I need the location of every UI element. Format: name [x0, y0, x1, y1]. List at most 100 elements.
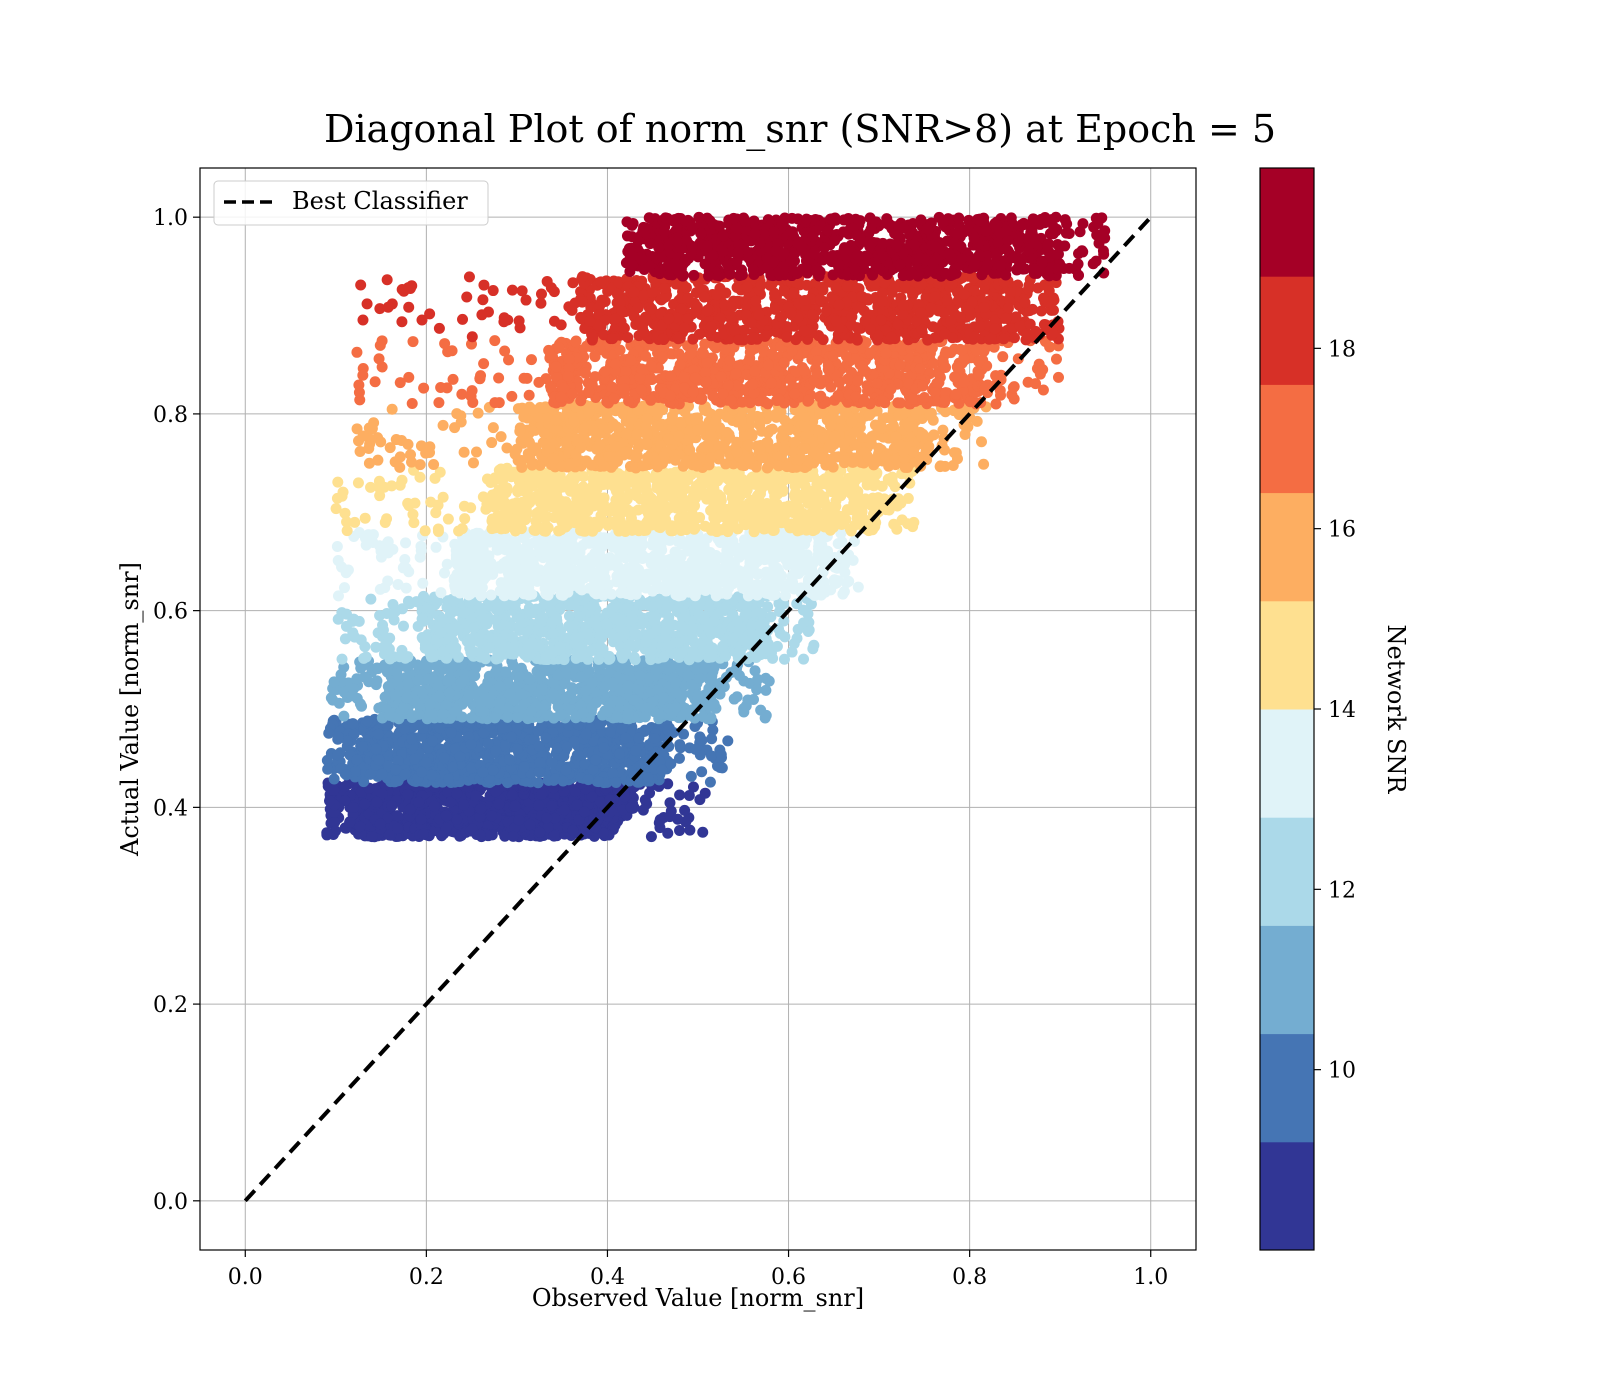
scatter-point [374, 609, 386, 621]
scatter-point [726, 578, 738, 590]
scatter-point [699, 662, 711, 674]
scatter-point [591, 585, 603, 597]
scatter-point [719, 602, 731, 614]
scatter-point [563, 620, 575, 632]
scatter-point [445, 796, 457, 808]
scatter-point [717, 640, 729, 652]
scatter-point [633, 732, 645, 744]
scatter-point [376, 768, 388, 780]
scatter-point [578, 806, 590, 818]
scatter-point [715, 749, 727, 761]
scatter-point [379, 582, 391, 594]
scatter-point [595, 538, 607, 550]
scatter-point [577, 557, 589, 569]
scatter-point [547, 687, 559, 699]
scatter-point [549, 812, 561, 824]
scatter-point [351, 754, 363, 766]
scatter-point [333, 697, 345, 709]
scatter-point [740, 700, 752, 712]
scatter-point [662, 827, 674, 839]
scatter-point [348, 683, 360, 695]
scatter-point [424, 698, 436, 710]
scatter-point [347, 718, 359, 730]
scatter-point [542, 821, 554, 833]
scatter-point [406, 733, 418, 745]
scatter-point [633, 683, 645, 695]
scatter-point [642, 772, 654, 784]
scatter-point [358, 652, 370, 664]
scatter-point [533, 766, 545, 778]
scatter-point [604, 653, 616, 665]
scatter-point [586, 791, 598, 803]
scatter-point [690, 743, 702, 755]
scatter-point [706, 642, 718, 654]
scatter-point [437, 708, 449, 720]
scatter-point [533, 800, 545, 812]
scatter-point [791, 632, 803, 644]
scatter-point [702, 623, 714, 635]
scatter-point [647, 585, 659, 597]
scatter-point [560, 764, 572, 776]
scatter-point [409, 753, 421, 765]
scatter-point [344, 817, 356, 829]
scatter-point [422, 673, 434, 685]
scatter-point [437, 645, 449, 657]
scatter-point [373, 754, 385, 766]
scatter-point [386, 800, 398, 812]
scatter-point [685, 770, 697, 782]
scatter-point [788, 583, 800, 595]
scatter-point [513, 814, 525, 826]
scatter-point [670, 702, 682, 714]
scatter-point [470, 790, 482, 802]
scatter-point [649, 732, 661, 744]
scatter-point [415, 813, 427, 825]
scatter-point [392, 822, 404, 834]
scatter-point [634, 670, 646, 682]
scatter-point [477, 766, 489, 778]
scatter-point [374, 818, 386, 830]
scatter-point [594, 640, 606, 652]
scatter-point [486, 810, 498, 822]
scatter-point [329, 816, 341, 828]
scatter-point [428, 800, 440, 812]
scatter-point [349, 631, 361, 643]
scatter-point [509, 800, 521, 812]
scatter-point [637, 804, 649, 816]
scatter-point [336, 561, 348, 573]
scatter-point [755, 619, 767, 631]
scatter-point [802, 625, 814, 637]
scatter-point [414, 551, 426, 563]
scatter-point [673, 752, 685, 764]
scatter-point [562, 586, 574, 598]
snr-band-5 [330, 462, 921, 538]
scatter-point [705, 713, 717, 725]
scatter-point [620, 647, 632, 659]
scatter-point [742, 538, 754, 550]
scatter-point [760, 633, 772, 645]
scatter-point [493, 603, 505, 615]
scatter-point [518, 761, 530, 773]
scatter-point [573, 750, 585, 762]
scatter-point [734, 622, 746, 634]
scatter-point [452, 623, 464, 635]
scatter-point [574, 582, 586, 594]
scatter-point [536, 789, 548, 801]
scatter-point [706, 750, 718, 762]
scatter-point [444, 687, 456, 699]
scatter-point [794, 563, 806, 575]
scatter-point [493, 698, 505, 710]
scatter-point [603, 667, 615, 679]
scatter-point [698, 610, 710, 622]
scatter-point [476, 582, 488, 594]
scatter-point [328, 784, 340, 796]
scatter-point [767, 652, 779, 664]
scatter-point [390, 775, 402, 787]
scatter-point [662, 778, 674, 790]
scatter-point [687, 645, 699, 657]
scatter-point [511, 743, 523, 755]
scatter-point [467, 622, 479, 634]
scatter-point [540, 732, 552, 744]
scatter-point [379, 691, 391, 703]
scatter-point [438, 752, 450, 764]
